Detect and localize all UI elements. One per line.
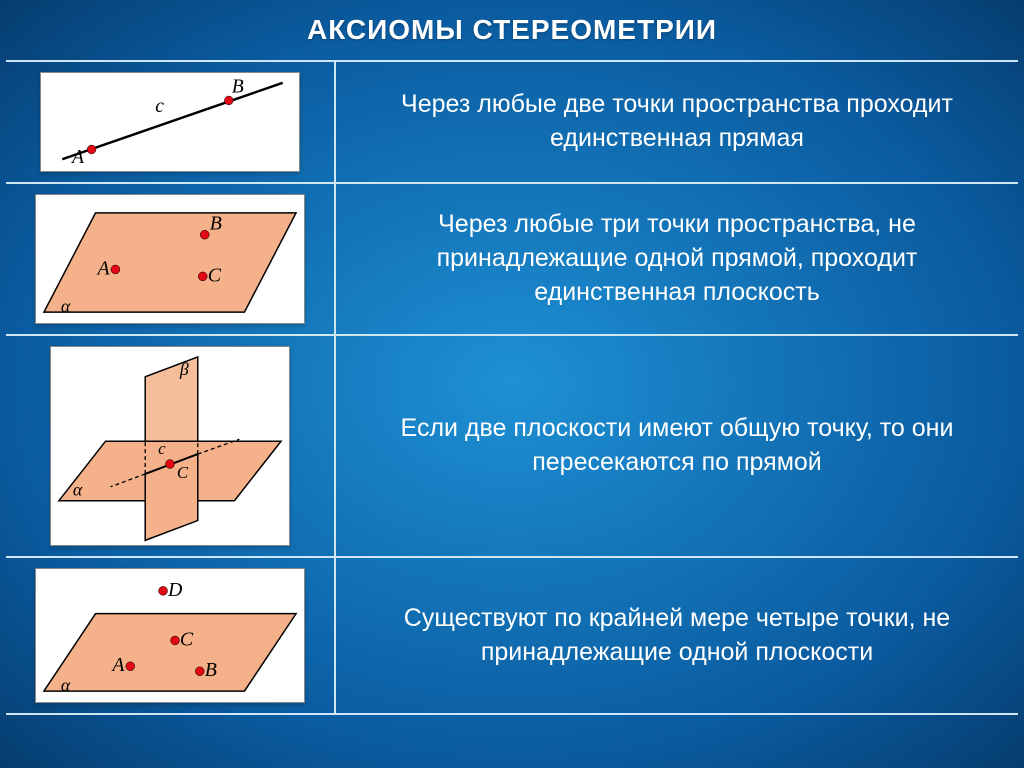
diagram-cell: α A B C [6,184,336,334]
diagram-two-planes: Cc α β [50,346,290,546]
svg-text:c: c [155,96,164,117]
svg-text:A: A [70,147,85,168]
svg-text:D: D [167,579,183,601]
diagram-plane-four-points: α D A BC [35,568,305,703]
svg-text:C: C [177,463,189,482]
svg-text:α: α [61,296,71,316]
svg-text:α: α [73,480,83,500]
svg-text:C: C [180,628,194,650]
axiom-text: Если две плоскости имеют общую точку, то… [336,336,1018,556]
table-row: α D A BC Существуют по крайней мере четыре … [6,558,1018,715]
diagram-line-two-points: A Bc [40,72,300,172]
diagram-cell: Cc α β [6,336,336,556]
svg-text:A: A [110,654,125,676]
diagram-cell: A Bc [6,62,336,182]
table-row: A Bc Через любые две точки пространства п… [6,62,1018,184]
svg-text:B: B [232,77,244,98]
diagram-cell: α D A BC [6,558,336,713]
page-title: АКСИОМЫ СТЕРЕОМЕТРИИ [0,0,1024,60]
axiom-text: Через любые две точки пространства прохо… [336,62,1018,182]
svg-text:B: B [210,213,222,235]
axiom-text: Существуют по крайней мере четыре точки,… [336,558,1018,713]
svg-text:C: C [208,264,222,286]
svg-text:B: B [205,659,217,681]
axiom-text: Через любые три точки пространства, не п… [336,184,1018,334]
axioms-table: A Bc Через любые две точки пространства п… [6,60,1018,715]
svg-text:β: β [179,359,189,379]
diagram-plane-three-points: α A B C [35,194,305,324]
svg-text:A: A [96,257,111,279]
svg-text:c: c [158,439,166,458]
table-row: α A B C Через любые три точки пространства,… [6,184,1018,336]
svg-text:α: α [61,675,71,695]
table-row: Cc α β Если две плоскости имеют общую точк… [6,336,1018,558]
